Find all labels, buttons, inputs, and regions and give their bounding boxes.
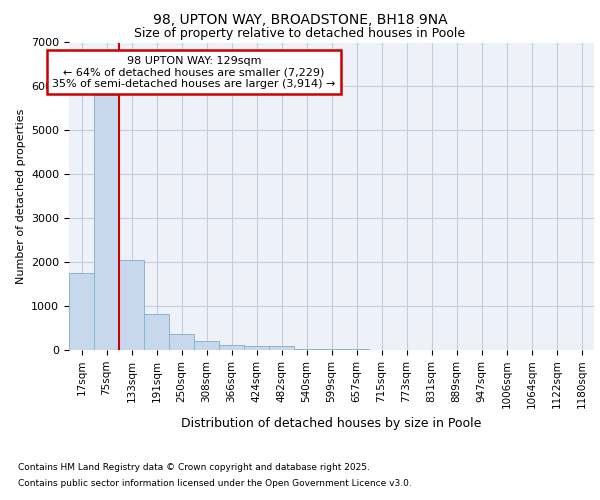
Text: 98 UPTON WAY: 129sqm
← 64% of detached houses are smaller (7,229)
35% of semi-de: 98 UPTON WAY: 129sqm ← 64% of detached h… [52,56,335,89]
Text: Contains public sector information licensed under the Open Government Licence v3: Contains public sector information licen… [18,478,412,488]
Bar [94,95,119,350]
Text: Contains HM Land Registry data © Crown copyright and database right 2025.: Contains HM Land Registry data © Crown c… [18,464,370,472]
Bar [194,341,219,350]
Bar [244,346,269,350]
Text: 98, UPTON WAY, BROADSTONE, BH18 9NA: 98, UPTON WAY, BROADSTONE, BH18 9NA [152,12,448,26]
Bar [219,344,244,350]
Bar [319,349,344,350]
Text: Size of property relative to detached houses in Poole: Size of property relative to detached ho… [134,28,466,40]
Bar [69,273,94,350]
X-axis label: Distribution of detached houses by size in Poole: Distribution of detached houses by size … [181,417,482,430]
Bar [144,314,169,350]
Bar [169,334,194,350]
Bar [294,348,319,350]
Bar [269,346,294,350]
Bar [119,260,144,350]
Y-axis label: Number of detached properties: Number of detached properties [16,108,26,284]
